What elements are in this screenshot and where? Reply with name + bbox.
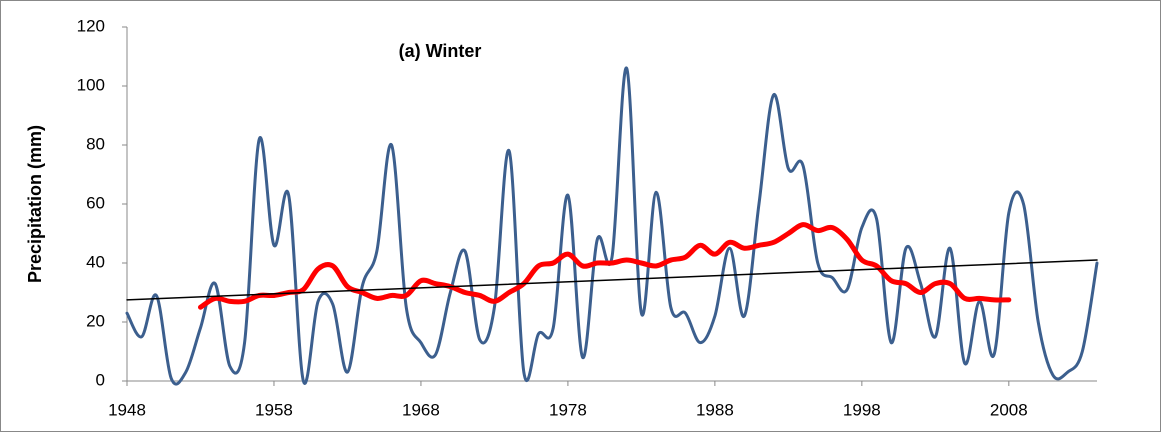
x-tick-label: 2008	[990, 400, 1028, 419]
x-tick-label: 1978	[549, 400, 587, 419]
y-tick-label: 60	[86, 193, 105, 212]
y-tick-label: 40	[86, 252, 105, 271]
y-tick-label: 80	[86, 134, 105, 153]
series-line	[197, 222, 1012, 310]
x-tick-label: 1988	[696, 400, 734, 419]
x-tick-label: 1958	[255, 400, 293, 419]
x-tick-label: 1948	[108, 400, 146, 419]
chart-title: (a) Winter	[399, 41, 482, 61]
series-line	[125, 66, 1099, 386]
y-tick-label: 100	[77, 75, 105, 94]
y-tick-label: 120	[77, 16, 105, 35]
x-tick-label: 1998	[843, 400, 881, 419]
y-tick-label: 0	[96, 370, 105, 389]
y-axis-label: Precipitation (mm)	[25, 125, 45, 283]
y-tick-label: 20	[86, 311, 105, 330]
x-tick-label: 1968	[402, 400, 440, 419]
series-line	[126, 259, 1098, 301]
